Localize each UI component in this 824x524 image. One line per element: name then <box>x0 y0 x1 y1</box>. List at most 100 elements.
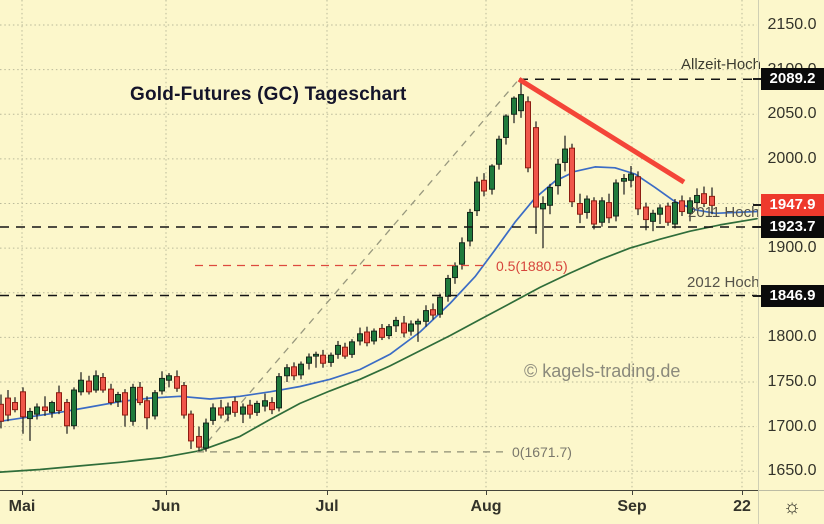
annotation-label: 0.5(1880.5) <box>496 258 568 274</box>
y-tick-label: 1800.0 <box>767 328 817 346</box>
candle-body <box>27 410 33 420</box>
annotation-label: 2012 Hoch <box>687 274 760 291</box>
candle-body <box>357 333 363 342</box>
candle-body <box>42 406 48 412</box>
candle-body <box>232 401 238 413</box>
candle-body <box>518 94 524 112</box>
candle-body <box>445 277 451 297</box>
price-box-tick <box>753 294 761 297</box>
candle-body <box>5 397 11 416</box>
annotation-label: 2011 Hoch <box>688 204 760 221</box>
candle-body <box>430 309 436 316</box>
candle-body <box>181 385 187 416</box>
y-tick-label: 2150.0 <box>767 16 817 33</box>
candle-body <box>709 195 715 206</box>
candle-body <box>284 367 290 377</box>
month-label: Jun <box>151 498 181 515</box>
candle-body <box>701 193 707 204</box>
candle-body <box>452 265 458 279</box>
candle-body <box>679 200 685 213</box>
y-tick-label: 2000.0 <box>767 149 817 167</box>
candle-body <box>525 101 531 169</box>
annotation-label: 0(1671.7) <box>512 444 572 460</box>
candle-body <box>218 407 224 416</box>
candle-body <box>262 400 268 407</box>
annotation-label: Allzeit-Hoch <box>681 56 762 73</box>
candle-body <box>503 115 509 138</box>
rally-dashed-line <box>198 78 520 453</box>
price-box-tick <box>753 204 761 207</box>
candle-body <box>569 147 575 203</box>
candle-body <box>269 402 275 411</box>
candle-body <box>298 363 304 376</box>
y-tick-label: 2050.0 <box>767 105 817 123</box>
downtrend-line <box>517 77 686 185</box>
candle-body <box>540 203 546 210</box>
candle-body <box>591 200 597 225</box>
month-tick <box>327 491 328 495</box>
candle-body <box>393 319 399 327</box>
candle-body <box>56 392 62 412</box>
candle-body <box>0 403 4 422</box>
candle-body <box>93 375 99 391</box>
candle-body <box>306 356 312 364</box>
candle-body <box>174 376 180 389</box>
month-tick <box>486 491 487 495</box>
month-tick <box>166 491 167 495</box>
y-tick-label: 1700.0 <box>767 417 817 435</box>
candle-body <box>49 402 55 413</box>
candle-body <box>144 400 150 419</box>
candle-body <box>562 148 568 163</box>
candle-body <box>335 344 341 355</box>
candle-body <box>12 402 18 411</box>
month-tick <box>632 491 633 495</box>
candle-body <box>225 406 231 415</box>
candle-body <box>489 165 495 190</box>
candle-body <box>379 327 385 338</box>
candle-body <box>599 200 605 223</box>
candle-body <box>166 375 172 381</box>
candle-body <box>328 354 334 363</box>
candle-body <box>533 127 539 208</box>
price-box-tick <box>753 225 761 228</box>
price-chart[interactable]: Gold-Futures (GC) Tageschart © kagels-tr… <box>0 0 762 490</box>
candle-body <box>415 320 421 325</box>
candle-body <box>196 435 202 448</box>
time-axis[interactable]: Mai Jun Jul Aug Sep 22 <box>0 490 758 524</box>
candle-body <box>291 366 297 377</box>
candle-body <box>621 178 627 182</box>
candle-body <box>401 322 407 334</box>
candle-body <box>371 330 377 342</box>
candle-body <box>474 181 480 212</box>
price-axis[interactable]: 2150.02100.02050.02000.01950.01900.01850… <box>758 0 824 490</box>
candle-body <box>159 377 165 392</box>
chart-title: Gold-Futures (GC) Tageschart <box>130 84 407 105</box>
candle-body <box>364 331 370 344</box>
candle-body <box>650 212 656 222</box>
ma-green-line <box>0 217 758 473</box>
price-box-tick <box>753 78 761 81</box>
candle-body <box>71 389 77 427</box>
candle-body <box>122 392 128 416</box>
candle-body <box>276 376 282 409</box>
month-label: Aug <box>470 498 502 515</box>
candle-body <box>481 179 487 192</box>
candle-body <box>86 380 92 393</box>
settings-gear-icon[interactable]: ☼ <box>782 496 802 519</box>
candle-body <box>577 203 583 215</box>
candle-body <box>657 207 663 215</box>
candle-body <box>152 392 158 417</box>
chart-canvas[interactable] <box>0 0 758 490</box>
level-price-box: 1923.7 <box>761 215 824 238</box>
last-price-box: 1947.9 <box>761 194 824 217</box>
month-label: Mai <box>8 498 36 515</box>
candle-body <box>386 326 392 337</box>
candle-body <box>584 198 590 213</box>
candle-body <box>408 323 414 332</box>
month-tick <box>22 491 23 495</box>
level-price-box: 2089.2 <box>761 68 824 91</box>
level-price-box: 1846.9 <box>761 284 824 307</box>
candle-body <box>130 386 136 422</box>
y-tick-label: 1650.0 <box>767 462 817 480</box>
